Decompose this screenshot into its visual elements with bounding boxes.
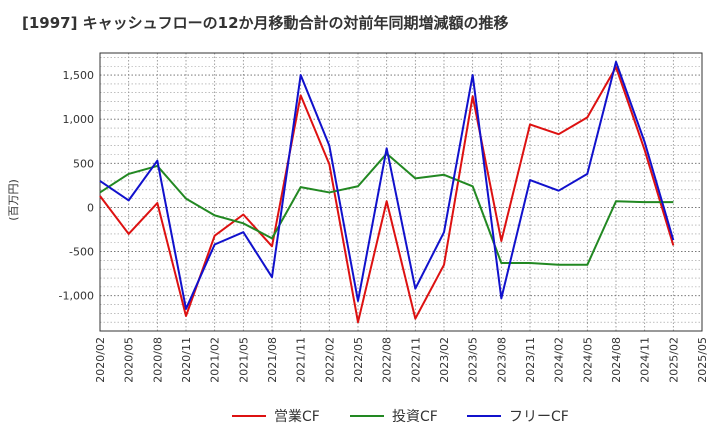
axis-layer: -1,000 -500 0 500 1,000 1,500 2020/02 2020/05 20… [59,52,709,383]
x-tick-label: 2020/02 [94,337,107,383]
x-tick-label: 2023/08 [495,337,508,383]
legend-label-3: フリーCF [509,409,569,425]
x-tick-label: 2024/08 [610,337,623,383]
x-tick-label: 2025/05 [696,337,709,383]
x-tick-label: 2020/08 [151,337,164,383]
x-tick-label: 2022/08 [381,337,394,383]
legend-label-1: 営業CF [274,409,320,425]
x-tick-label: 2020/11 [180,337,193,383]
x-tick-label: 2023/11 [524,337,537,383]
y-tick-label: -500 [69,246,94,259]
x-tick-label: 2024/05 [581,337,594,383]
legend-label-2: 投資CF [392,409,438,425]
x-tick-label: 2022/05 [352,337,365,383]
chart-title: [1997] キャッシュフローの12か月移動合計の対前年同期増減額の推移 [22,14,509,32]
x-tick-label: 2023/05 [467,337,480,383]
series-line-1 [99,66,675,324]
y-tick-label: -1,000 [59,290,94,303]
series-line-3 [99,60,675,310]
x-tick-label: 2021/02 [209,337,222,383]
x-tick-label: 2022/11 [409,337,422,383]
x-tick-label: 2025/02 [667,337,680,383]
legend: 営業CF 投資CF フリーCF [232,409,569,425]
x-tick-label: 2021/11 [295,337,308,383]
x-tick-label: 2021/05 [237,337,250,383]
x-tick-label: 2021/08 [266,337,279,383]
x-tick-label: 2022/02 [323,337,336,383]
y-axis-label: (百万円) [7,179,20,221]
y-tick-label: 1,500 [63,69,95,82]
y-tick-label: 500 [73,157,94,170]
x-tick-label: 2023/02 [438,337,451,383]
y-tick-label: 1,000 [63,113,95,126]
x-tick-label: 2020/05 [123,337,136,383]
x-tick-label: 2024/11 [639,337,652,383]
plot-frame [99,52,703,332]
x-tick-label: 2024/02 [553,337,566,383]
series-layer [99,60,675,324]
y-tick-label: 0 [87,201,94,214]
grid-layer [99,53,703,332]
